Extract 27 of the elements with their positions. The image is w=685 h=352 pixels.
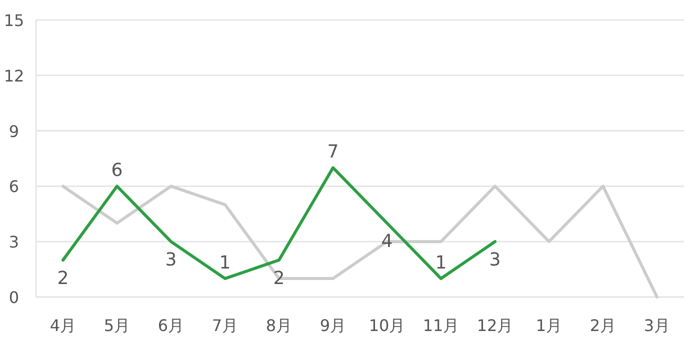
x-tick-label: 5月 <box>104 316 130 335</box>
data-label: 1 <box>219 252 231 274</box>
y-tick-label: 15 <box>4 11 24 30</box>
y-tick-label: 3 <box>8 232 20 252</box>
x-tick-label: 12月 <box>476 316 514 335</box>
data-label: 2 <box>57 268 69 290</box>
data-label: 7 <box>327 142 339 163</box>
x-tick-label: 6月 <box>158 316 184 335</box>
data-label: 6 <box>111 160 123 182</box>
data-label: 2 <box>273 268 285 290</box>
y-tick-label: 0 <box>8 288 20 307</box>
x-tick-label: 8月 <box>266 316 292 335</box>
x-tick-label: 4月 <box>50 316 76 335</box>
y-tick-label: 9 <box>8 122 20 141</box>
data-label: 3 <box>489 250 501 271</box>
data-label: 1 <box>435 252 447 274</box>
data-label: 4 <box>381 231 393 252</box>
x-tick-label: 10月 <box>368 316 406 335</box>
data-label: 3 <box>165 250 177 271</box>
x-tick-label: 9月 <box>320 316 346 335</box>
x-tick-label: 2月 <box>590 316 616 335</box>
x-tick-label: 7月 <box>212 316 238 335</box>
y-tick-label: 12 <box>4 66 24 86</box>
y-tick-label: 6 <box>8 177 20 196</box>
x-tick-label: 3月 <box>644 316 670 335</box>
x-tick-label: 1月 <box>536 316 562 335</box>
x-tick-label: 11月 <box>422 316 460 335</box>
